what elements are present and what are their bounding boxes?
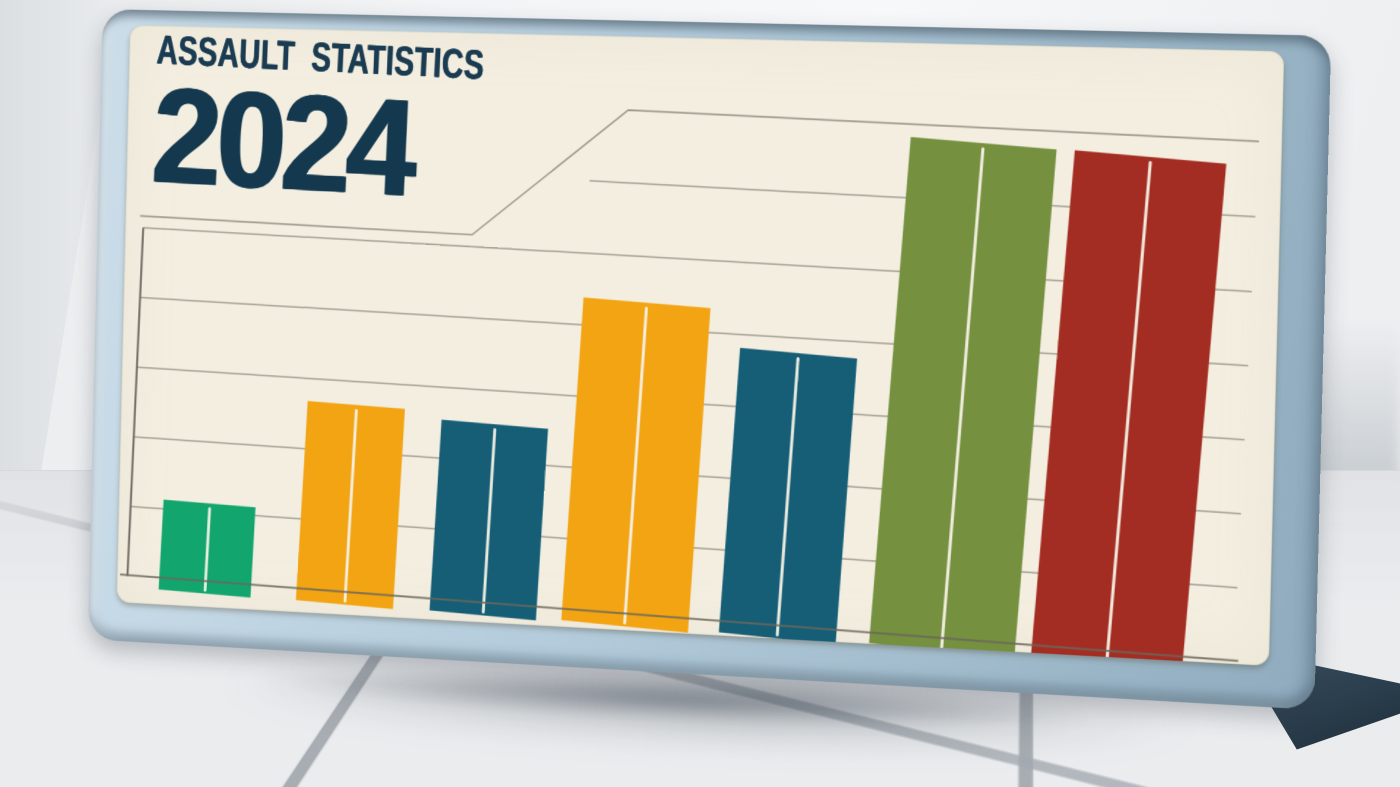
board-frame: ASSAULT STATISTICS 2024	[87, 9, 1332, 710]
display-board: ASSAULT STATISTICS 2024	[87, 9, 1332, 710]
bar-6	[869, 137, 1057, 660]
bars-container	[117, 25, 1284, 666]
bar-chart: ASSAULT STATISTICS 2024	[117, 25, 1284, 666]
bar-3	[429, 419, 549, 621]
board-surface: ASSAULT STATISTICS 2024	[116, 25, 1285, 666]
bar-2	[295, 400, 405, 610]
bar-4	[561, 297, 711, 633]
bar-5	[718, 347, 858, 645]
bar-7	[1030, 150, 1227, 666]
